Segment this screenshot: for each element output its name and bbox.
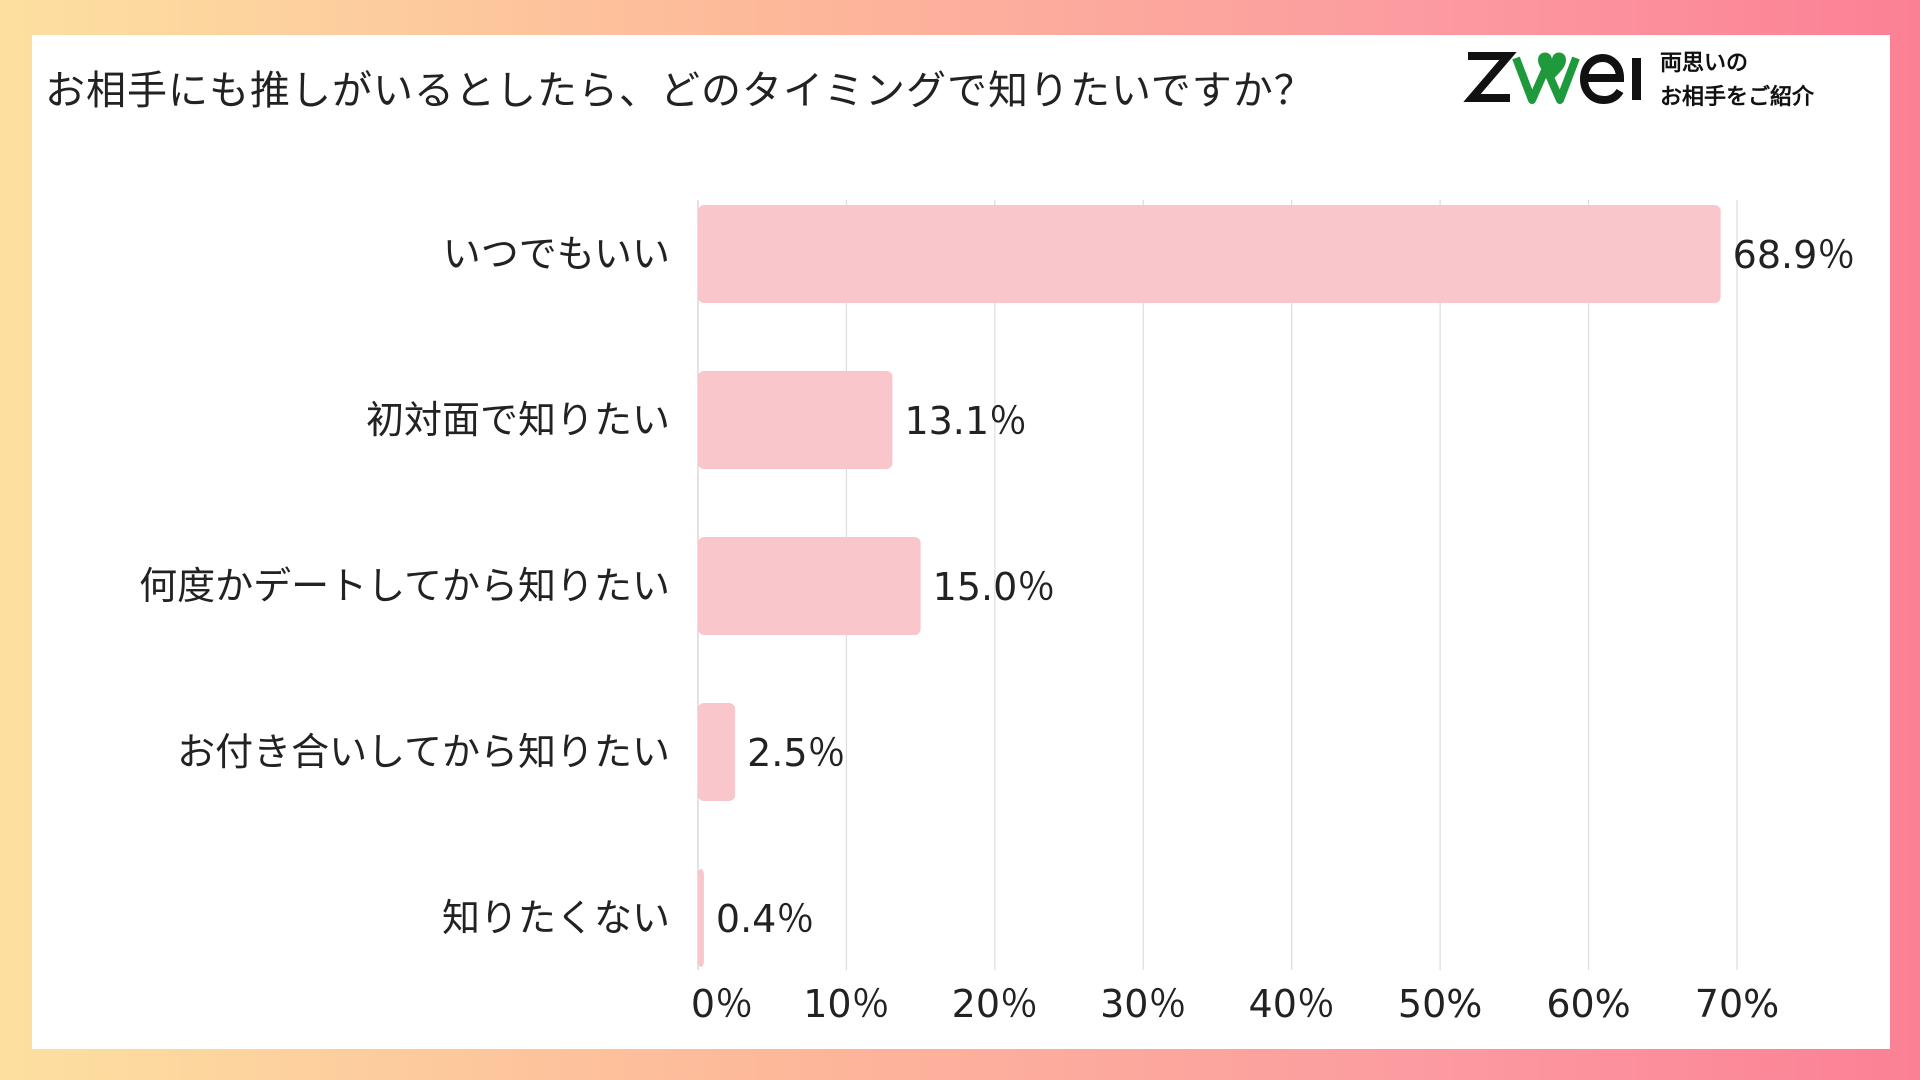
category-label-4: お付き合いしてから知りたい: [177, 730, 670, 774]
brand-logo: 両思いの お相手をご紹介: [1460, 38, 1840, 128]
x-tick-label-30: 30％: [1100, 982, 1186, 1026]
x-tick-label-40: 40％: [1249, 982, 1335, 1026]
category-label-2: 初対面で知りたい: [366, 398, 670, 442]
x-tick-label-20: 20％: [952, 982, 1038, 1026]
chart-title: お相手にも推しがいるとしたら、どのタイミングで知りたいですか？: [45, 68, 1315, 114]
chart-card: [32, 35, 1890, 1049]
brand-tagline-line1: 両思いの: [1660, 50, 1749, 76]
x-tick-label-0: 0％: [691, 982, 753, 1026]
category-label-3: 何度かデートしてから知りたい: [139, 564, 670, 608]
bar-2: [698, 371, 893, 469]
x-tick-label-70: 70%: [1695, 982, 1779, 1026]
value-label-2: 13.1％: [904, 399, 1027, 443]
x-tick-label-10: 10％: [803, 982, 889, 1026]
category-label-1: いつでもいい: [443, 232, 670, 276]
brand-tagline-line2: お相手をご紹介: [1660, 84, 1815, 110]
brand-tagline: 両思いの お相手をご紹介: [1660, 46, 1850, 114]
x-tick-label-60: 60%: [1546, 982, 1630, 1026]
bar-4: [698, 703, 736, 801]
category-label-5: 知りたくない: [442, 896, 670, 940]
value-label-4: 2.5％: [747, 731, 845, 775]
value-label-5: 0.4％: [716, 897, 814, 941]
bar-3: [698, 537, 921, 635]
value-label-1: 68.9％: [1733, 233, 1856, 277]
bar-5: [698, 869, 704, 967]
x-tick-label-50: 50%: [1398, 982, 1482, 1026]
value-label-3: 15.0％: [933, 565, 1056, 609]
zwei-logo-icon: [1463, 52, 1641, 105]
bar-1: [698, 205, 1721, 303]
